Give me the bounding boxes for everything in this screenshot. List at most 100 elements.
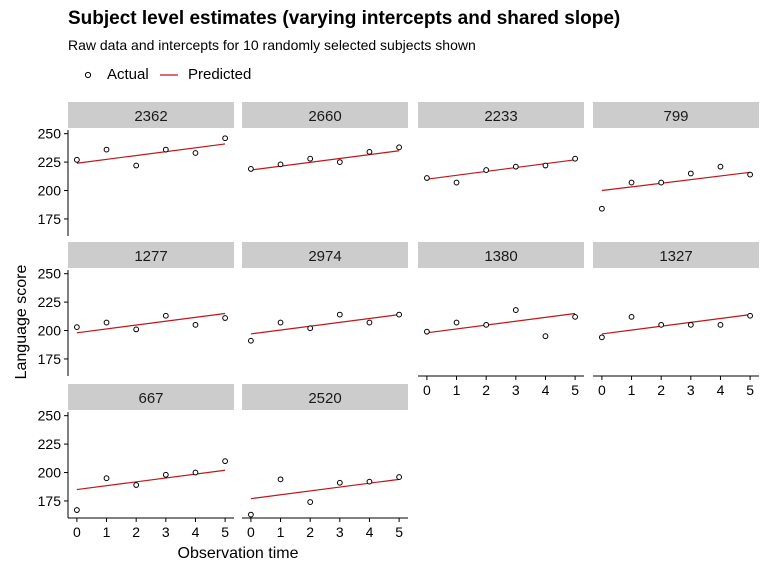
y-tick-label: 225	[38, 436, 62, 452]
x-tick-label: 0	[423, 382, 431, 398]
actual-point	[73, 324, 80, 331]
y-tick-label: 175	[38, 211, 62, 227]
facet-strip	[593, 242, 759, 268]
actual-point	[133, 162, 140, 169]
x-tick-label: 5	[571, 382, 579, 398]
x-tick-label: 0	[73, 524, 81, 540]
x-tick-label: 3	[512, 382, 520, 398]
actual-point	[717, 321, 724, 328]
facet-strip-label: 2660	[308, 108, 341, 125]
facet-strip-label: 1327	[659, 248, 692, 265]
actual-point	[336, 479, 343, 486]
predicted-line	[76, 469, 226, 491]
x-tick-label: 2	[657, 382, 665, 398]
actual-point	[307, 499, 314, 505]
actual-point	[103, 475, 110, 482]
facet-strip	[242, 242, 408, 268]
actual-point	[572, 155, 579, 162]
chart-subtitle: Raw data and intercepts for 10 randomly …	[68, 37, 476, 53]
x-tick-label: 5	[746, 382, 754, 398]
facet-panel-799: 799	[593, 102, 759, 212]
facet-panel-1380: 1380 0 1 2 3 4 5	[418, 242, 584, 398]
actual-point	[628, 179, 635, 186]
x-tick-label: 2	[132, 524, 140, 540]
actual-point	[192, 321, 199, 328]
actual-point	[222, 315, 229, 321]
y-tick-label: 225	[38, 154, 62, 170]
actual-point	[747, 171, 754, 178]
facet-strip	[593, 102, 759, 128]
x-tick-label: 3	[336, 524, 344, 540]
y-tick-label: 225	[38, 294, 62, 310]
y-axis-label: Language score	[13, 264, 30, 380]
facet-strip	[68, 102, 234, 128]
x-tick-label: 3	[162, 524, 170, 540]
x-tick-label: 4	[542, 382, 550, 398]
actual-point	[307, 155, 314, 162]
chart-title: Subject level estimates (varying interce…	[68, 8, 621, 29]
predicted-line	[76, 312, 226, 334]
predicted-line	[250, 150, 400, 171]
actual-point	[162, 146, 169, 153]
facet-strip-label: 799	[663, 108, 688, 125]
x-tick-label: 0	[247, 524, 255, 540]
actual-point	[687, 321, 694, 328]
facet-strip	[418, 102, 584, 128]
actual-point	[277, 476, 284, 483]
actual-point	[366, 478, 373, 485]
facet-strip-label: 1380	[484, 248, 517, 265]
x-tick-label: 1	[103, 524, 111, 540]
legend-actual-marker	[84, 71, 92, 79]
actual-point	[717, 163, 724, 170]
facet-panel-2974: 2974	[242, 242, 408, 344]
actual-point	[598, 205, 605, 212]
legend-predicted-marker	[160, 74, 178, 76]
actual-point	[542, 162, 549, 169]
actual-point	[423, 328, 430, 335]
y-tick-label: 200	[38, 183, 62, 199]
actual-point	[277, 161, 284, 168]
actual-point	[572, 313, 579, 320]
predicted-line	[601, 171, 751, 192]
actual-point	[512, 307, 519, 313]
x-tick-label: 5	[395, 524, 403, 540]
actual-point	[247, 511, 254, 518]
facet-strip-label: 2974	[308, 248, 341, 265]
actual-point	[366, 148, 373, 155]
x-axis-label: Observation time	[177, 545, 299, 562]
actual-point	[483, 167, 490, 173]
actual-point	[133, 326, 140, 333]
predicted-line	[426, 159, 576, 180]
actual-point	[73, 507, 80, 513]
facet-strip-label: 667	[138, 390, 163, 407]
y-tick-label: 250	[38, 408, 62, 424]
predicted-line	[601, 314, 751, 335]
y-tick-label: 175	[38, 493, 62, 509]
actual-point	[396, 474, 403, 480]
legend-actual-label: Actual	[107, 66, 149, 83]
actual-point	[192, 469, 199, 476]
actual-point	[396, 144, 403, 151]
facet-strip-label: 2362	[134, 108, 167, 125]
actual-point	[453, 319, 460, 326]
x-tick-label: 4	[717, 382, 725, 398]
x-tick-label: 0	[598, 382, 606, 398]
actual-point	[73, 156, 80, 163]
x-tick-label: 1	[453, 382, 461, 398]
facet-panel-2233: 2233	[418, 102, 584, 186]
actual-point	[396, 311, 403, 318]
y-tick-label: 200	[38, 323, 62, 339]
actual-point	[247, 337, 254, 344]
x-tick-label: 3	[687, 382, 695, 398]
actual-point	[277, 319, 284, 326]
facet-panel-1327: 1327 0 1 2 3 4 5	[593, 242, 759, 398]
actual-point	[423, 175, 430, 181]
actual-point	[658, 179, 665, 186]
x-tick-label: 1	[277, 524, 285, 540]
actual-point	[162, 312, 169, 319]
actual-point	[192, 150, 199, 156]
actual-point	[598, 334, 605, 341]
x-tick-label: 2	[306, 524, 314, 540]
actual-point	[103, 146, 110, 153]
